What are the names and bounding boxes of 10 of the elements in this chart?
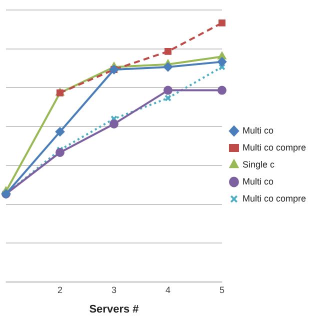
- x-tick-label: 4: [165, 284, 170, 295]
- x-tick-label: 3: [111, 284, 116, 295]
- x-tick-label: 2: [57, 284, 63, 295]
- x-axis-title: Servers #: [89, 303, 139, 316]
- legend-label: Single c: [242, 159, 275, 170]
- legend-label: Multi co compre: [242, 193, 306, 204]
- legend-label: Multi co: [242, 125, 274, 136]
- legend-label: Multi co compre: [242, 142, 306, 152]
- x-tick-label: 5: [219, 284, 224, 295]
- legend-label: Multi co: [242, 176, 274, 186]
